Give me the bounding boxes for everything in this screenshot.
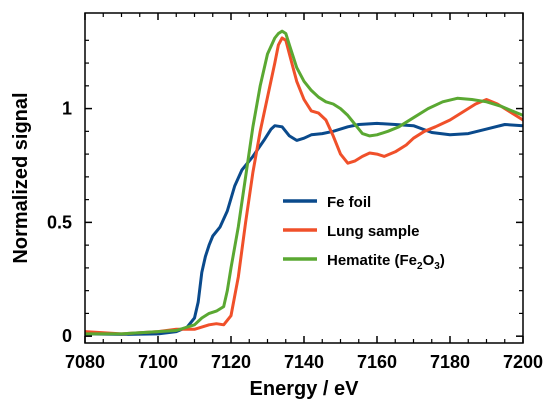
x-tick-label: 7120: [211, 352, 251, 372]
legend: Fe foil Lung sample Hematite (Fe2O3): [283, 194, 445, 272]
series-line-1: [85, 121, 523, 336]
x-axis-label: Energy / eV: [250, 378, 360, 400]
x-tick-label: 7140: [284, 352, 324, 372]
legend-label: Lung sample: [327, 223, 420, 240]
legend-label: Fe foil: [327, 194, 371, 211]
series-line-2: [85, 36, 523, 336]
x-axis: 7080 7100 7120 7140 7160 7180 7200: [65, 13, 543, 372]
plot-series-group: [85, 29, 523, 336]
x-tick-label: 7200: [503, 352, 543, 372]
y-tick-label: 1: [62, 99, 72, 119]
plot-frame: [84, 12, 524, 344]
y-axis-label: Normalized signal: [10, 92, 32, 263]
y-tick-label: 0: [62, 326, 72, 346]
x-tick-label: 7160: [357, 352, 397, 372]
y-tick-label: 0.5: [47, 212, 72, 232]
y-axis: 00.51: [47, 39, 523, 346]
series-line-3: [85, 29, 523, 336]
x-tick-label: 7100: [138, 352, 178, 372]
legend-label: Hematite (Fe2O3): [327, 252, 445, 272]
x-tick-label: 7180: [430, 352, 470, 372]
x-tick-label: 7080: [65, 352, 105, 372]
